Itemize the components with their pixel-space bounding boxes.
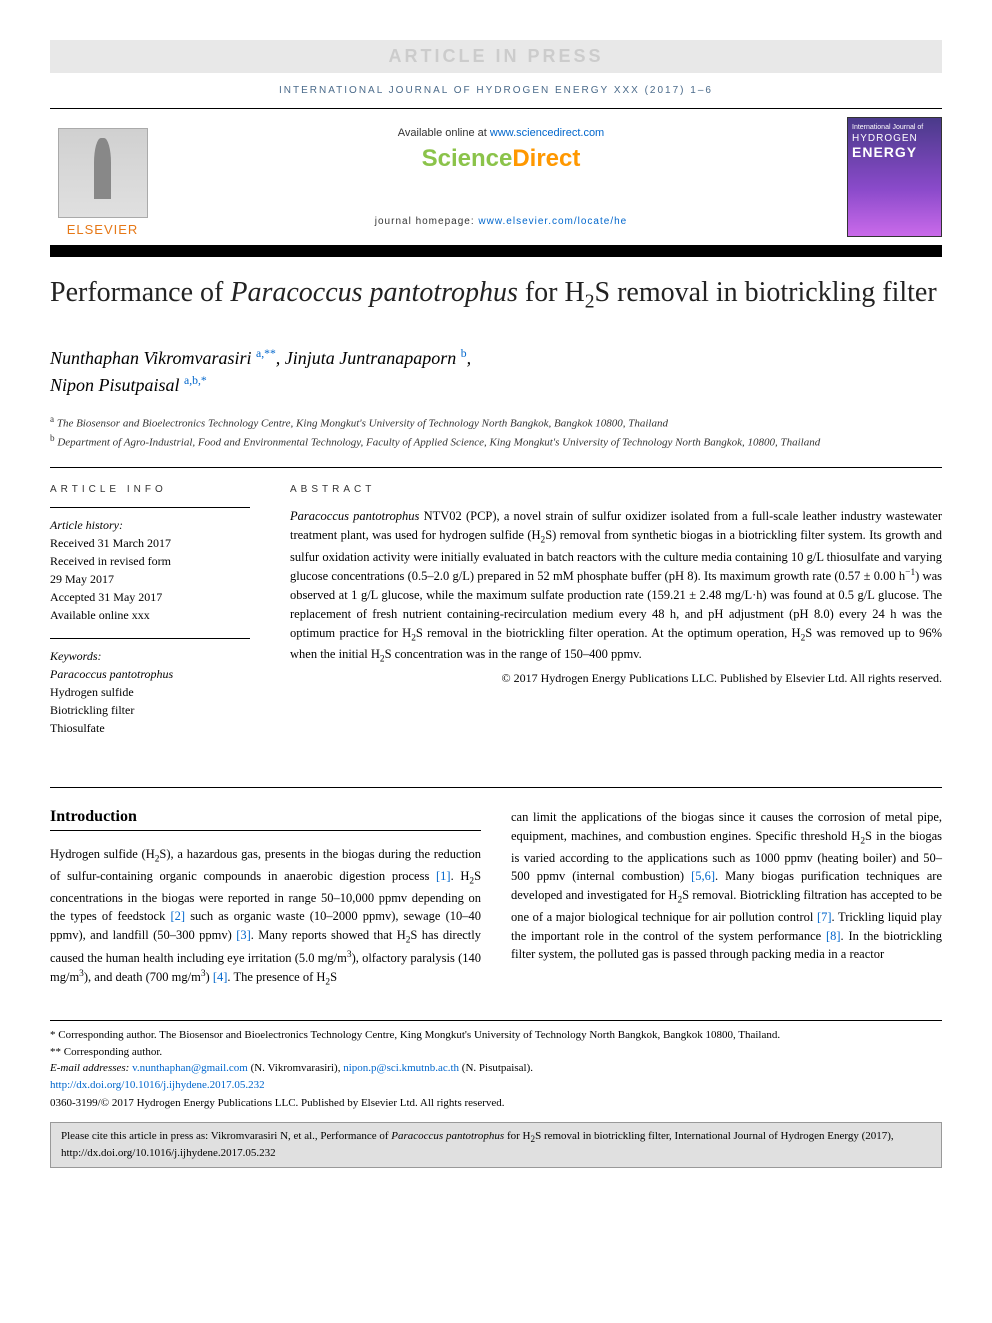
header-row: ELSEVIER Available online at www.science… [50, 108, 942, 241]
body-column-right: can limit the applications of the biogas… [511, 808, 942, 990]
history-accepted: Accepted 31 May 2017 [50, 588, 250, 606]
sciencedirect-logo[interactable]: ScienceDirect [167, 145, 835, 173]
intro-text-col1: Hydrogen sulfide (H2S), a hazardous gas,… [50, 845, 481, 990]
homepage-prefix: journal homepage: [375, 216, 479, 227]
keywords-label: Keywords: [50, 647, 250, 665]
citation-box: Please cite this article in press as: Vi… [50, 1122, 942, 1168]
section-divider-2 [50, 787, 942, 788]
abstract-text: Paracoccus pantotrophus NTV02 (PCP), a n… [290, 507, 942, 667]
sd-science-text: Science [422, 145, 513, 172]
corresponding-author-2: ** Corresponding author. [50, 1044, 942, 1061]
elsevier-tree-icon [58, 128, 148, 218]
article-history: Article history: Received 31 March 2017 … [50, 507, 250, 624]
affiliation-a: a The Biosensor and Bioelectronics Techn… [50, 413, 942, 432]
history-label: Article history: [50, 516, 250, 534]
body-columns: Introduction Hydrogen sulfide (H2S), a h… [50, 808, 942, 990]
abstract-copyright: © 2017 Hydrogen Energy Publications LLC.… [290, 671, 942, 686]
elsevier-wordmark: ELSEVIER [67, 222, 139, 237]
sciencedirect-link[interactable]: www.sciencedirect.com [490, 127, 604, 139]
black-divider-bar [50, 245, 942, 257]
article-title: Performance of Paracoccus pantotrophus f… [50, 275, 942, 315]
issn-copyright: 0360-3199/© 2017 Hydrogen Energy Publica… [50, 1095, 942, 1112]
article-info-column: ARTICLE INFO Article history: Received 3… [50, 484, 250, 737]
header-center: Available online at www.sciencedirect.co… [167, 117, 835, 237]
elsevier-logo[interactable]: ELSEVIER [50, 117, 155, 237]
abstract-label: ABSTRACT [290, 484, 942, 495]
intro-text-col2: can limit the applications of the biogas… [511, 808, 942, 964]
keyword-3: Biotrickling filter [50, 701, 250, 719]
article-info-label: ARTICLE INFO [50, 484, 250, 495]
doi-link[interactable]: http://dx.doi.org/10.1016/j.ijhydene.201… [50, 1079, 265, 1091]
info-abstract-row: ARTICLE INFO Article history: Received 3… [50, 484, 942, 737]
journal-cover-thumbnail[interactable]: International Journal of HYDROGEN ENERGY [847, 117, 942, 237]
email-link-1[interactable]: v.nunthaphan@gmail.com [132, 1062, 248, 1074]
footnotes: * Corresponding author. The Biosensor an… [50, 1020, 942, 1112]
cover-top-text: International Journal of [852, 124, 937, 131]
keywords-block: Keywords: Paracoccus pantotrophus Hydrog… [50, 638, 250, 737]
history-revised-1: Received in revised form [50, 552, 250, 570]
cover-energy-text: ENERGY [852, 144, 937, 160]
keyword-1: Paracoccus pantotrophus [50, 665, 250, 683]
email-addresses: E-mail addresses: v.nunthaphan@gmail.com… [50, 1060, 942, 1077]
available-prefix: Available online at [398, 127, 490, 139]
available-online: Available online at www.sciencedirect.co… [167, 127, 835, 139]
affiliation-b: b Department of Agro-Industrial, Food an… [50, 432, 942, 451]
article-in-press-banner: ARTICLE IN PRESS [50, 40, 942, 73]
history-revised-2: 29 May 2017 [50, 570, 250, 588]
keyword-4: Thiosulfate [50, 719, 250, 737]
introduction-heading: Introduction [50, 808, 481, 831]
history-online: Available online xxx [50, 606, 250, 624]
affiliations: a The Biosensor and Bioelectronics Techn… [50, 413, 942, 451]
body-column-left: Introduction Hydrogen sulfide (H2S), a h… [50, 808, 481, 990]
journal-homepage: journal homepage: www.elsevier.com/locat… [167, 216, 835, 227]
author-list: Nunthaphan Vikromvarasiri a,**, Jinjuta … [50, 345, 942, 399]
corresponding-author-1: * Corresponding author. The Biosensor an… [50, 1027, 942, 1044]
history-received: Received 31 March 2017 [50, 534, 250, 552]
journal-reference: INTERNATIONAL JOURNAL OF HYDROGEN ENERGY… [50, 73, 942, 108]
section-divider [50, 467, 942, 468]
abstract-column: ABSTRACT Paracoccus pantotrophus NTV02 (… [290, 484, 942, 737]
cover-hydrogen-text: HYDROGEN [852, 133, 937, 144]
email-link-2[interactable]: nipon.p@sci.kmutnb.ac.th [343, 1062, 459, 1074]
sd-direct-text: Direct [512, 145, 580, 172]
homepage-link[interactable]: www.elsevier.com/locate/he [478, 216, 627, 227]
keyword-2: Hydrogen sulfide [50, 683, 250, 701]
